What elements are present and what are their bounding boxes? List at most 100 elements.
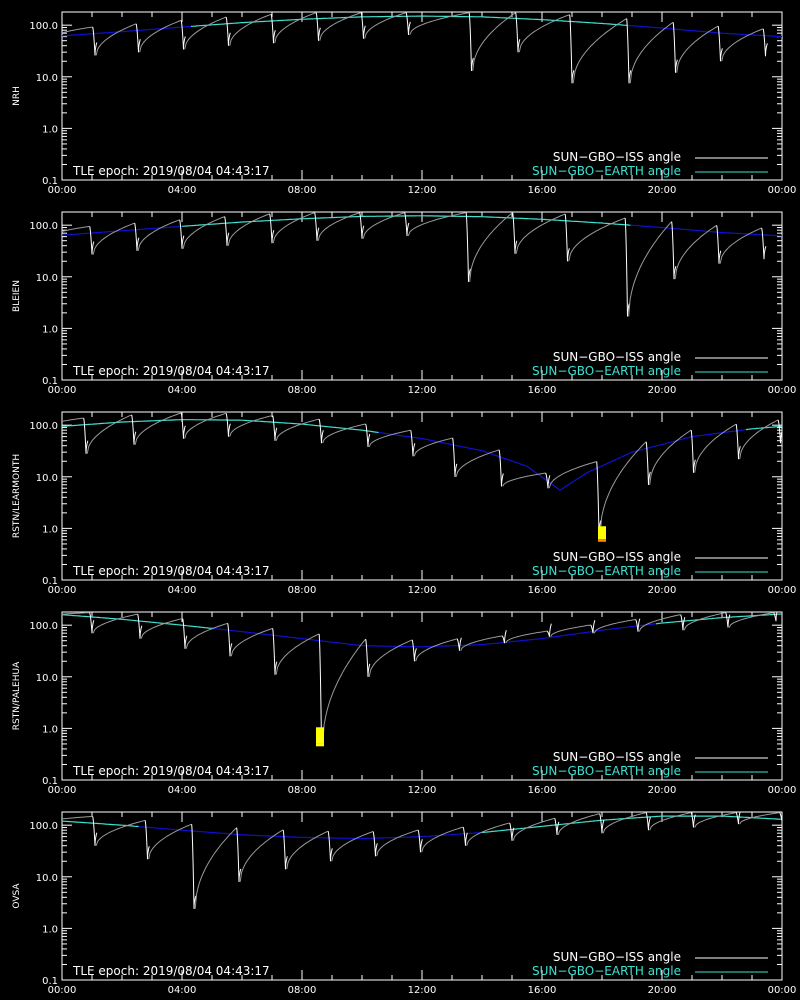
x-tick-label: 00:00 <box>48 185 77 196</box>
iss-angle-line-rise <box>275 633 320 675</box>
iss-angle-line-dip <box>316 227 320 241</box>
iss-angle-line-dip <box>637 618 641 632</box>
iss-angle-line-rise <box>275 418 320 441</box>
iss-angle-line-dip <box>465 832 468 846</box>
y-tick-label: 0.1 <box>42 176 58 187</box>
iss-angle-line-rise <box>415 638 458 662</box>
iss-angle-line-fall <box>462 826 466 846</box>
iss-angle-line-fall <box>624 217 628 317</box>
x-tick-label: 12:00 <box>408 785 437 796</box>
iss-angle-line-fall <box>92 816 96 846</box>
iss-angle-line-rise <box>676 25 719 73</box>
x-tick-label: 20:00 <box>648 385 677 396</box>
iss-angle-line-fall <box>545 472 549 489</box>
iss-angle-line-rise <box>407 212 467 237</box>
iss-angle-line-dip <box>549 623 552 637</box>
iss-angle-line-rise <box>319 12 362 41</box>
iss-angle-line-rise <box>518 14 570 53</box>
iss-angle-line-rise <box>455 449 500 477</box>
iss-angle-line-fall <box>410 430 414 457</box>
iss-angle-line-rise <box>331 831 374 862</box>
iss-angle-line-dip <box>91 241 95 255</box>
iss-angle-line-dip <box>184 635 188 649</box>
iss-angle-line-dip <box>138 39 141 53</box>
iss-angle-line-rise <box>364 12 407 39</box>
iss-angle-line-fall <box>509 822 513 841</box>
iss-angle-line-dip <box>133 431 137 445</box>
iss-angle-line-fall <box>135 23 139 53</box>
iss-angle-line-dip <box>693 814 696 828</box>
iss-angle-line-fall <box>671 221 675 280</box>
iss-angle-line-fall <box>92 26 96 56</box>
iss-angle-line-dip <box>414 648 417 662</box>
iss-angle-line-rise <box>362 212 405 239</box>
iss-angle-line-rise <box>227 213 270 246</box>
iss-angle-line-rise <box>95 819 146 846</box>
iss-angle-line-fall <box>498 449 502 487</box>
earth-angle-line-hidden <box>62 225 183 236</box>
iss-angle-line-dip <box>682 617 686 631</box>
iss-angle-line-dip <box>406 222 410 236</box>
x-tick-label: 16:00 <box>528 785 557 796</box>
legend-earth-label: SUN−GBO−EARTH angle <box>532 164 681 178</box>
iss-angle-line-fall <box>717 25 721 62</box>
x-tick-label: 20:00 <box>648 585 677 596</box>
iss-angle-line-dip <box>556 821 560 835</box>
iss-angle-line-dip <box>412 443 416 457</box>
iss-angle-line-dip <box>514 240 518 254</box>
y-tick-label: 100.0 <box>29 821 58 832</box>
iss-angle-line-rise <box>739 812 780 825</box>
iss-angle-line-rise <box>62 815 93 820</box>
iss-angle-line-rise <box>694 812 737 828</box>
x-tick-label: 08:00 <box>288 585 317 596</box>
x-tick-label: 00:00 <box>768 785 797 796</box>
iss-angle-line-dip <box>601 820 605 834</box>
transit-marker-top <box>598 526 606 540</box>
plot-area <box>62 12 782 84</box>
iss-angle-line-fall <box>417 829 421 853</box>
y-tick-label: 10.0 <box>36 273 58 284</box>
iss-angle-line-rise <box>466 822 510 846</box>
earth-angle-line-hidden <box>213 623 657 648</box>
iss-angle-line-fall <box>404 212 408 236</box>
iss-angle-line-fall <box>372 831 376 857</box>
iss-angle-line-dip <box>375 843 378 857</box>
x-tick-label: 00:00 <box>768 985 797 996</box>
iss-angle-line-dip <box>183 36 186 50</box>
y-tick-label: 10.0 <box>36 873 58 884</box>
iss-angle-line-dip <box>628 70 632 84</box>
iss-angle-line-dip <box>367 663 371 677</box>
iss-angle-line-rise <box>92 222 135 255</box>
y-tick-label: 10.0 <box>36 73 58 84</box>
iss-angle-line-rise <box>62 26 93 34</box>
iss-angle-line-rise <box>229 414 273 437</box>
legend-iss-label: SUN−GBO−ISS angle <box>553 750 681 764</box>
x-tick-label: 08:00 <box>288 185 317 196</box>
iss-angle-line-rise <box>599 441 647 534</box>
chart-panel-3: 0.1 1.0 10.0 100.0 00:00 04:00 08:00 12:00 16:00… <box>12 411 796 596</box>
iss-angle-line-dip <box>238 868 242 882</box>
iss-angle-line-fall <box>515 12 519 53</box>
iss-angle-line-fall <box>564 213 568 262</box>
iss-angle-line-rise <box>505 630 548 644</box>
iss-angle-line-dip <box>511 827 515 841</box>
iss-angle-line-fall <box>360 12 364 39</box>
y-tick-label: 0.1 <box>42 376 58 387</box>
iss-angle-line-fall <box>225 16 229 46</box>
iss-angle-line-dip <box>517 39 521 53</box>
iss-angle-line-dip <box>727 614 731 628</box>
iss-angle-line-fall <box>599 813 603 834</box>
iss-angle-line-dip <box>648 471 651 485</box>
y-tick-label: 10.0 <box>36 473 58 484</box>
iss-angle-line-dip <box>183 425 186 439</box>
iss-angle-line-fall <box>180 20 184 50</box>
tle-epoch-label: TLE epoch: 2019/08/04 04:43:17 <box>72 764 270 778</box>
x-tick-label: 04:00 <box>168 185 197 196</box>
iss-angle-line-fall <box>224 216 228 246</box>
iss-angle-line-rise <box>184 16 227 50</box>
iss-angle-line-dip <box>763 246 767 260</box>
y-tick-label: 1.0 <box>42 524 58 535</box>
iss-angle-line-dip <box>271 230 275 244</box>
iss-angle-line-dip <box>420 839 423 853</box>
iss-angle-line-fall <box>315 12 319 41</box>
